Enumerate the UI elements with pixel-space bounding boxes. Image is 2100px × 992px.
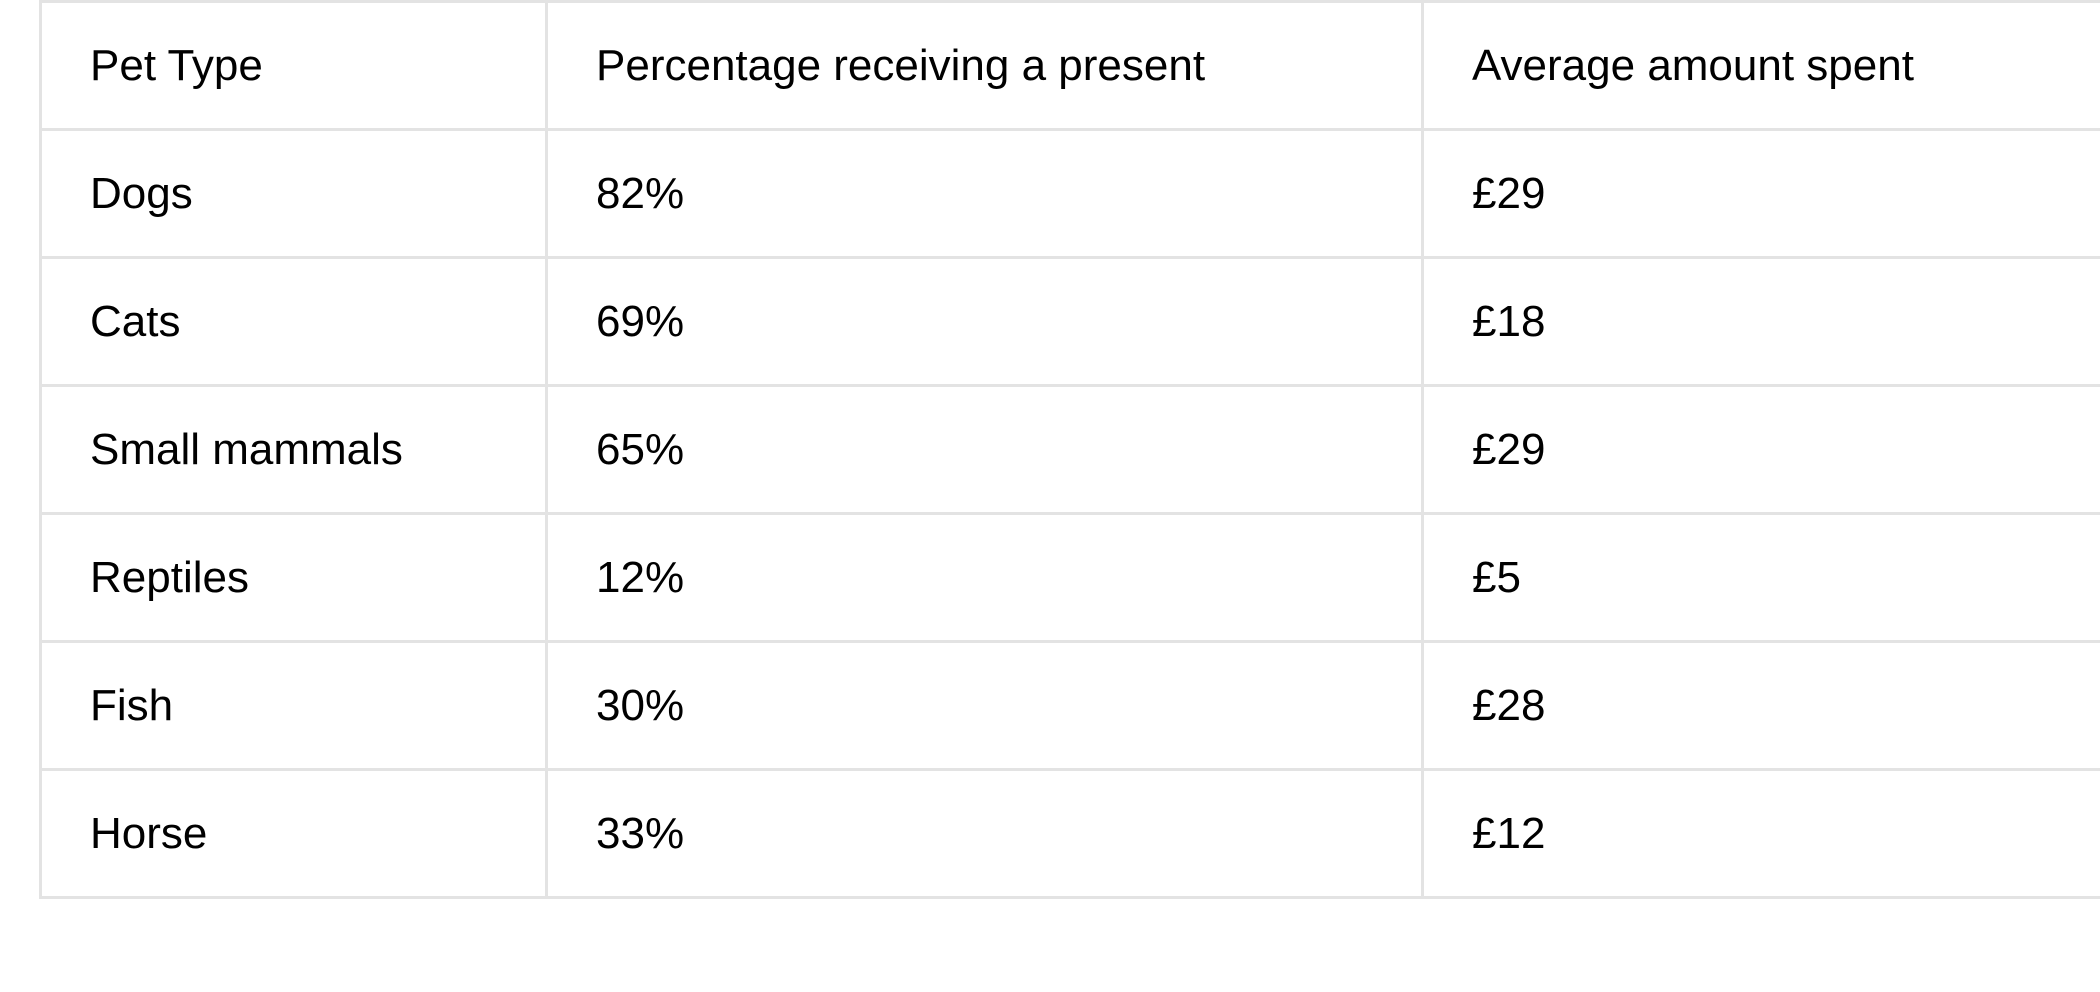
table-row: Horse 33% £12 [39,768,2100,899]
percentage-cell: 65% [545,384,1424,515]
percentage-cell: 12% [545,512,1424,643]
pet-type-cell: Small mammals [39,384,548,515]
percentage-cell: 69% [545,256,1424,387]
header-average-amount-spent: Average amount spent [1421,0,2100,131]
amount-cell: £28 [1421,640,2100,771]
pet-type-cell: Dogs [39,128,548,259]
table-row: Dogs 82% £29 [39,128,2100,259]
pet-present-table: Pet Type Percentage receiving a present … [39,0,2100,899]
pet-type-cell: Reptiles [39,512,548,643]
amount-cell: £12 [1421,768,2100,899]
amount-cell: £29 [1421,384,2100,515]
header-row: Pet Type Percentage receiving a present … [39,0,2100,131]
pet-type-cell: Fish [39,640,548,771]
percentage-cell: 30% [545,640,1424,771]
amount-cell: £18 [1421,256,2100,387]
pet-type-cell: Horse [39,768,548,899]
table-row: Fish 30% £28 [39,640,2100,771]
table-body: Dogs 82% £29 Cats 69% £18 Small mammals … [39,128,2100,899]
table-row: Small mammals 65% £29 [39,384,2100,515]
amount-cell: £29 [1421,128,2100,259]
table-row: Cats 69% £18 [39,256,2100,387]
header-percentage-receiving-present: Percentage receiving a present [545,0,1424,131]
percentage-cell: 82% [545,128,1424,259]
pet-type-cell: Cats [39,256,548,387]
header-pet-type: Pet Type [39,0,548,131]
table-header: Pet Type Percentage receiving a present … [39,0,2100,131]
percentage-cell: 33% [545,768,1424,899]
pet-present-table-container: Pet Type Percentage receiving a present … [39,0,2100,899]
table-row: Reptiles 12% £5 [39,512,2100,643]
amount-cell: £5 [1421,512,2100,643]
